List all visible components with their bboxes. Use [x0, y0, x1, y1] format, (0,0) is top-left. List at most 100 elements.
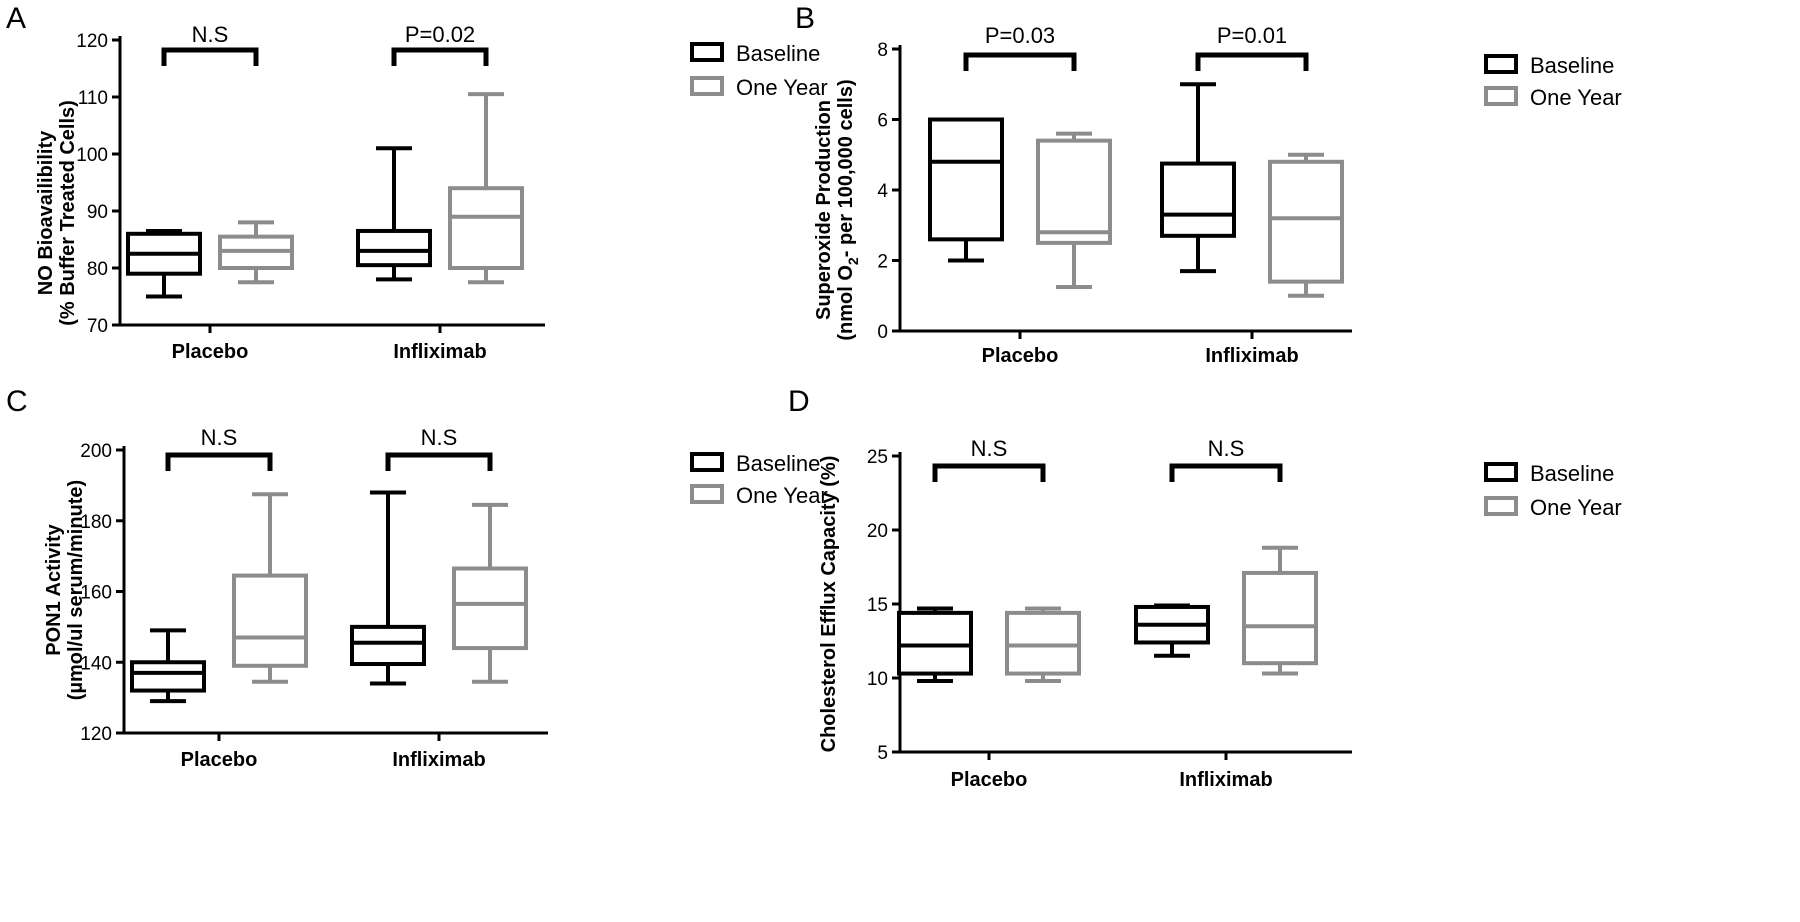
y-tick-label: 6 — [877, 111, 888, 132]
x-category-label: Infliximab — [1205, 345, 1298, 367]
legend-swatch — [1484, 86, 1518, 106]
box-baseline-placebo — [928, 117, 1004, 263]
legend-swatch — [690, 452, 724, 472]
legend-label: Baseline — [1530, 53, 1614, 78]
y-tick-label: 100 — [76, 145, 108, 166]
y-tick-label: 140 — [80, 653, 112, 674]
legend-swatch — [1484, 496, 1518, 516]
x-category-label: Placebo — [172, 341, 249, 363]
y-tick-label: 2 — [877, 252, 888, 273]
y-tick-label: 25 — [867, 447, 888, 468]
chart-panel-b: B 0 2 4 6 8 Placebo Infliximab Superoxide Produc… — [795, 2, 1622, 367]
y-tick-label: 90 — [87, 202, 108, 223]
box-iqr — [928, 117, 1004, 242]
y-axis-title-line1: Cholesterol Efflux Capacity (%) — [818, 456, 840, 753]
y-tick-label: 70 — [87, 316, 108, 337]
box-one-year-infliximab — [1242, 545, 1318, 676]
legend-label: Baseline — [1530, 461, 1614, 486]
significance-label: N.S — [201, 425, 238, 450]
significance-bracket — [165, 452, 273, 471]
y-tick-label: 4 — [877, 181, 888, 202]
box-iqr — [1005, 610, 1081, 676]
box-one-year-placebo — [218, 220, 294, 285]
box-one-year-infliximab — [1268, 152, 1344, 298]
panel-letter: B — [795, 2, 815, 35]
significance-bracket — [385, 452, 493, 471]
box-one-year-placebo — [1036, 131, 1112, 289]
chart-panel-d: D 5 10 15 20 25 Placebo Infliximab Cholesterol E… — [788, 385, 1622, 791]
legend-swatch — [1484, 54, 1518, 74]
box-iqr — [452, 566, 528, 651]
x-category-label: Infliximab — [1179, 769, 1272, 791]
box-iqr — [448, 186, 524, 270]
y-axis-title-line2: (% Buffer Treated Cells) — [57, 100, 79, 326]
y-tick-label: 180 — [80, 512, 112, 533]
box-iqr — [350, 624, 426, 667]
significance-label: N.S — [421, 425, 458, 450]
x-category-label: Infliximab — [393, 341, 486, 363]
y-axis-title-line1: NO Bioavailibility — [35, 130, 57, 295]
y-tick-label: 0 — [877, 322, 888, 343]
box-one-year-infliximab — [452, 502, 528, 684]
chart-panel-a: A 70 80 90 100 110 120 Placebo Infliximab NO Bioa… — [6, 2, 828, 363]
box-baseline-placebo — [897, 606, 973, 683]
y-tick-label: 80 — [87, 259, 108, 280]
significance-bracket — [932, 463, 1046, 482]
y-tick-label: 8 — [877, 40, 888, 61]
y-tick-label: 110 — [78, 88, 108, 109]
box-baseline-infliximab — [350, 490, 426, 686]
legend-swatch — [690, 42, 724, 62]
box-iqr — [1036, 138, 1112, 245]
box-one-year-infliximab — [448, 92, 524, 285]
y-tick-label: 120 — [76, 31, 108, 52]
y-axis-title-line1: PON1 Activity — [43, 523, 65, 655]
legend-label: One Year — [1530, 495, 1622, 520]
y-tick-label: 20 — [867, 521, 888, 542]
box-baseline-infliximab — [1134, 603, 1210, 658]
significance-label: P=0.01 — [1217, 23, 1287, 48]
y-axis-title-line1: Superoxide Production — [813, 100, 835, 320]
y-tick-label: 120 — [80, 724, 112, 745]
panel-letter: D — [788, 385, 810, 418]
x-category-label: Placebo — [982, 345, 1059, 367]
box-baseline-infliximab — [1160, 82, 1236, 274]
legend-swatch — [1484, 462, 1518, 482]
x-category-label: Infliximab — [392, 749, 485, 771]
box-iqr — [1242, 570, 1318, 666]
box-baseline-placebo — [130, 628, 206, 704]
panel-letter: C — [6, 385, 28, 418]
box-one-year-placebo — [1005, 606, 1081, 683]
box-baseline-placebo — [126, 228, 202, 299]
y-tick-label: 200 — [80, 441, 112, 462]
significance-bracket — [1169, 463, 1283, 482]
box-baseline-infliximab — [356, 146, 432, 282]
box-iqr — [897, 610, 973, 676]
x-category-label: Placebo — [181, 749, 258, 771]
x-category-label: Placebo — [951, 769, 1028, 791]
legend-swatch — [690, 76, 724, 96]
legend-label: One Year — [736, 483, 828, 508]
legend-label: One Year — [736, 75, 828, 100]
significance-bracket — [1195, 52, 1309, 71]
legend-label: One Year — [1530, 85, 1622, 110]
box-iqr — [1268, 159, 1344, 284]
panel-letter: A — [6, 2, 26, 35]
significance-label: N.S — [1208, 436, 1245, 461]
y-tick-label: 160 — [80, 583, 112, 604]
significance-bracket — [161, 47, 259, 66]
y-tick-label: 15 — [867, 595, 888, 616]
y-tick-label: 5 — [877, 743, 888, 764]
box-iqr — [1160, 161, 1236, 238]
significance-bracket — [391, 47, 489, 66]
box-iqr — [130, 660, 206, 693]
legend-label: Baseline — [736, 451, 820, 476]
significance-label: N.S — [971, 436, 1008, 461]
legend-label: Baseline — [736, 41, 820, 66]
significance-label: P=0.02 — [405, 22, 475, 47]
significance-label: P=0.03 — [985, 23, 1055, 48]
y-tick-label: 10 — [867, 669, 888, 690]
y-axis-title-line2: (nmol O2- per 100,000 cells) — [835, 79, 861, 340]
significance-bracket — [963, 52, 1077, 71]
box-one-year-placebo — [232, 492, 308, 684]
